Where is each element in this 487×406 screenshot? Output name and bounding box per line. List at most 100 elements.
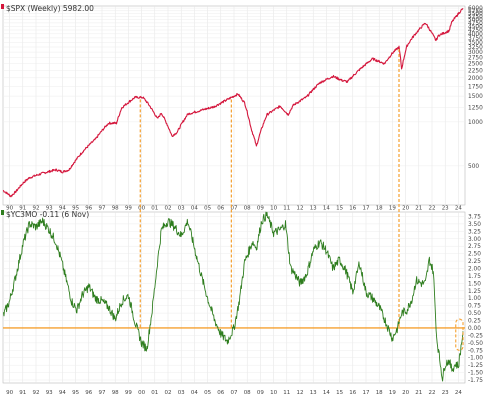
x-tick-label-upper: 10 bbox=[270, 206, 277, 212]
spx-y-tick-label: 5000 bbox=[468, 18, 483, 24]
yc3mo-y-tick-label: -0.25 bbox=[468, 333, 483, 339]
yc3mo-panel: -1.75-1.50-1.25-1.00-0.75-0.50-0.250.000… bbox=[2, 211, 483, 384]
x-tick-label-upper: 93 bbox=[46, 206, 53, 212]
spx-y-tick-label: 1500 bbox=[468, 94, 483, 100]
x-tick-label-upper: 02 bbox=[165, 206, 172, 212]
yc3mo-y-tick-label: -1.00 bbox=[468, 356, 483, 362]
spx-legend: $SPX (Weekly) 5982.00 bbox=[6, 4, 94, 13]
spx-series-line bbox=[2, 8, 464, 198]
yc3mo-y-tick-label: -0.75 bbox=[468, 348, 483, 354]
x-tick-label: 03 bbox=[178, 390, 185, 396]
x-tick-label: 00 bbox=[138, 390, 145, 396]
spx-y-tick-label: 3000 bbox=[468, 50, 483, 56]
x-tick-label: 08 bbox=[244, 390, 251, 396]
x-tick-label-upper: 16 bbox=[349, 206, 356, 212]
yc3mo-y-tick-label: 0.50 bbox=[468, 311, 481, 317]
yc3mo-y-tick-label: 1.50 bbox=[468, 281, 481, 287]
x-tick-label-upper: 97 bbox=[99, 206, 106, 212]
x-tick-label-upper: 08 bbox=[244, 206, 251, 212]
yc3mo-y-tick-label: 2.75 bbox=[468, 244, 481, 250]
x-tick-label: 16 bbox=[349, 390, 356, 396]
x-tick-label: 17 bbox=[363, 390, 370, 396]
yc3mo-y-tick-label: 2.00 bbox=[468, 267, 481, 273]
x-tick-label-upper: 04 bbox=[191, 206, 198, 212]
spx-y-tick-label: 3750 bbox=[468, 36, 483, 42]
spx-y-tick-label: 1750 bbox=[468, 84, 483, 90]
x-tick-label-upper: 01 bbox=[151, 206, 158, 212]
yc3mo-y-tick-label: -1.25 bbox=[468, 363, 483, 369]
x-tick-label-upper: 14 bbox=[323, 206, 330, 212]
x-tick-label-upper: 92 bbox=[33, 206, 40, 212]
x-tick-label: 14 bbox=[323, 390, 330, 396]
yc3mo-series-line bbox=[3, 211, 464, 382]
x-tick-label-upper: 21 bbox=[415, 206, 422, 212]
x-tick-label: 20 bbox=[402, 390, 409, 396]
x-tick-label-upper: 22 bbox=[429, 206, 436, 212]
x-tick-label: 13 bbox=[310, 390, 317, 396]
yc3mo-y-tick-label: 0.00 bbox=[468, 326, 481, 332]
yc3mo-y-tick-label: -0.50 bbox=[468, 341, 483, 347]
spx-y-tick-label: 4500 bbox=[468, 24, 483, 30]
x-tick-label-upper: 19 bbox=[389, 206, 396, 212]
yc3mo-y-tick-label: 3.75 bbox=[468, 214, 481, 220]
x-tick-label-upper: 12 bbox=[297, 206, 304, 212]
yc3mo-y-tick-label: 0.25 bbox=[468, 319, 481, 325]
x-tick-label-upper: 17 bbox=[363, 206, 370, 212]
spx-y-tick-label: 5250 bbox=[468, 15, 483, 21]
x-tick-label-upper: 06 bbox=[217, 206, 224, 212]
spx-y-tick-label: 6000 bbox=[468, 6, 483, 12]
spx-y-tick-label: 2500 bbox=[468, 62, 483, 68]
spx-y-tick-label: 5750 bbox=[468, 9, 483, 15]
spx-y-tick-label: 3500 bbox=[468, 40, 483, 46]
x-tick-label-upper: 90 bbox=[6, 206, 13, 212]
x-tick-label: 12 bbox=[297, 390, 304, 396]
x-tick-label: 21 bbox=[415, 390, 422, 396]
spx-y-tick-label: 2750 bbox=[468, 56, 483, 62]
yc3mo-y-tick-label: 1.25 bbox=[468, 289, 481, 295]
x-tick-label-upper: 23 bbox=[442, 206, 449, 212]
spx-y-tick-label: 2250 bbox=[468, 68, 483, 74]
x-tick-label: 24 bbox=[455, 390, 462, 396]
x-tick-label: 93 bbox=[46, 390, 53, 396]
x-tick-label-upper: 13 bbox=[310, 206, 317, 212]
x-tick-label-upper: 03 bbox=[178, 206, 185, 212]
yc3mo-y-tick-label: 2.25 bbox=[468, 259, 481, 265]
x-tick-label: 22 bbox=[429, 390, 436, 396]
spx-y-tick-label: 1250 bbox=[468, 106, 483, 112]
x-tick-label: 07 bbox=[231, 390, 238, 396]
x-tick-label: 06 bbox=[217, 390, 224, 396]
spx-y-tick-label: 1000 bbox=[468, 120, 483, 126]
x-tick-label: 94 bbox=[59, 390, 66, 396]
yc3mo-y-tick-label: 1.75 bbox=[468, 274, 481, 280]
x-tick-label: 10 bbox=[270, 390, 277, 396]
x-tick-label: 15 bbox=[336, 390, 343, 396]
yc3mo-legend-swatch bbox=[1, 210, 4, 215]
x-tick-label-upper: 18 bbox=[376, 206, 383, 212]
x-tick-label: 18 bbox=[376, 390, 383, 396]
x-tick-label: 09 bbox=[257, 390, 264, 396]
x-tick-label: 01 bbox=[151, 390, 158, 396]
x-tick-label: 19 bbox=[389, 390, 396, 396]
x-tick-label-upper: 91 bbox=[19, 206, 26, 212]
x-tick-label-upper: 98 bbox=[112, 206, 119, 212]
spx-y-tick-label: 500 bbox=[468, 164, 479, 170]
yc3mo-y-tick-label: 3.50 bbox=[468, 222, 481, 228]
yc3mo-y-tick-label: 1.00 bbox=[468, 296, 481, 302]
yc3mo-y-tick-label: -1.75 bbox=[468, 378, 483, 384]
x-tick-label: 99 bbox=[125, 390, 132, 396]
x-tick-label: 91 bbox=[19, 390, 26, 396]
x-tick-label-upper: 20 bbox=[402, 206, 409, 212]
x-tick-label-upper: 15 bbox=[336, 206, 343, 212]
event-markers bbox=[139, 49, 464, 351]
yc3mo-legend: $YC3MO -0.11 (6 Nov) bbox=[6, 210, 89, 219]
x-tick-label-upper: 99 bbox=[125, 206, 132, 212]
x-axis: 90 90 91 91 92 92 93 93 94 94 95 95 96 96 97 97 98 98 99 99… bbox=[6, 206, 462, 397]
x-tick-label: 92 bbox=[33, 390, 40, 396]
x-tick-label-upper: 09 bbox=[257, 206, 264, 212]
x-tick-label: 98 bbox=[112, 390, 119, 396]
x-tick-label: 04 bbox=[191, 390, 198, 396]
x-tick-label: 11 bbox=[283, 390, 290, 396]
x-tick-label-upper: 07 bbox=[231, 206, 238, 212]
